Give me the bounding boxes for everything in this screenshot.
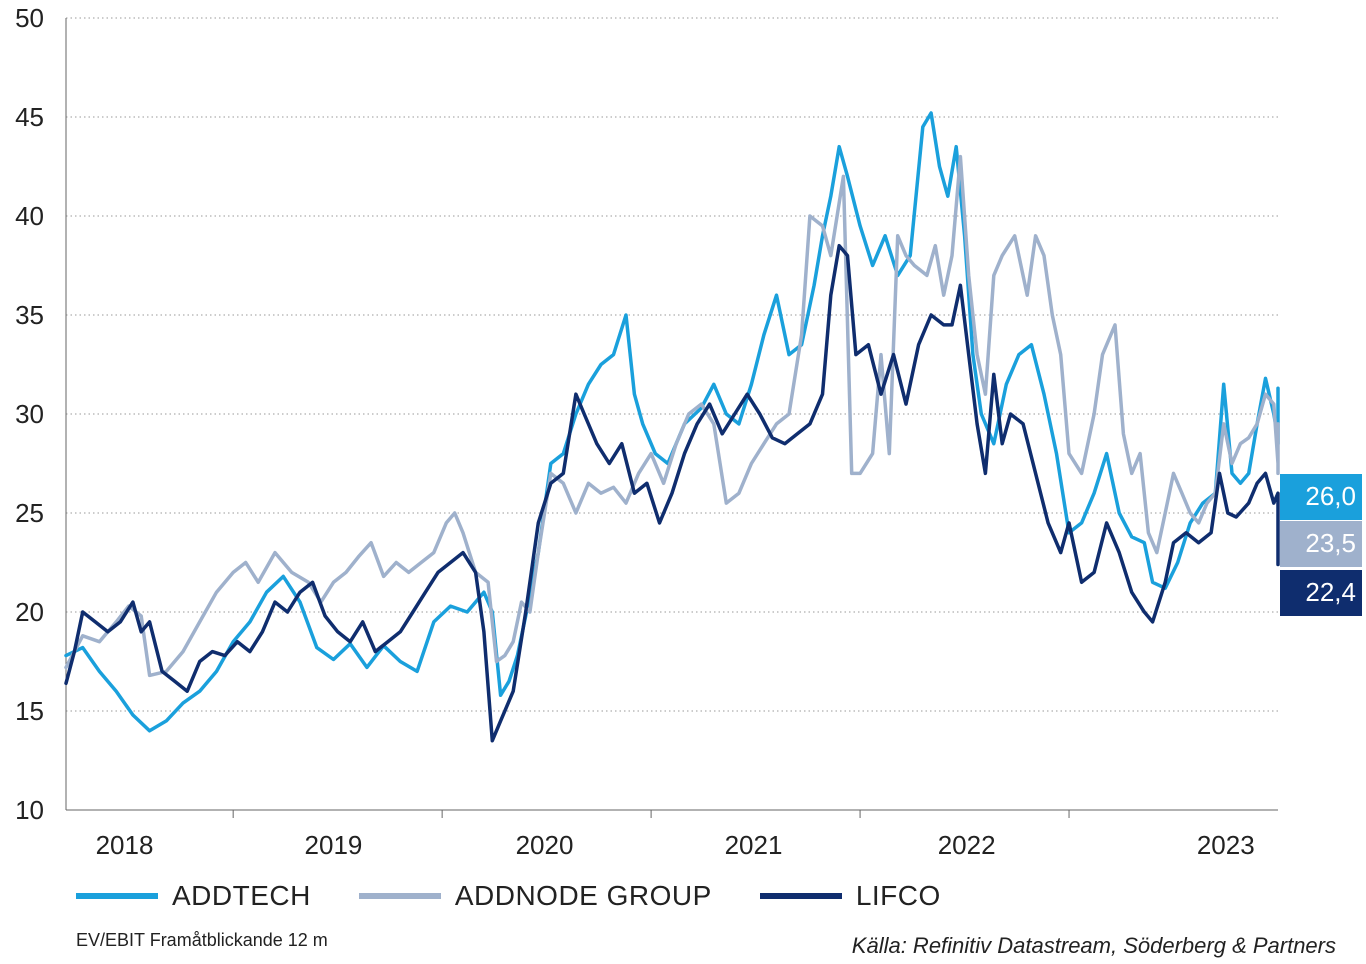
grid-lines <box>66 17 1278 712</box>
x-tick-label: 2020 <box>516 830 574 860</box>
series-line-lifco <box>64 243 1280 743</box>
legend-label-lifco: LIFCO <box>855 880 941 911</box>
end-value-labels: 26,0 23,5 22,4 <box>1280 474 1362 616</box>
y-tick-label: 30 <box>15 399 44 429</box>
end-label-value: 23,5 <box>1305 528 1356 558</box>
axes <box>65 18 1278 818</box>
x-axis-ticks: 2018 2019 2020 2021 2022 2023 <box>96 830 1255 860</box>
y-tick-label: 10 <box>15 795 44 825</box>
source-note: Källa: Refinitiv Datastream, Söderberg &… <box>851 933 1336 958</box>
end-label-value: 26,0 <box>1305 481 1356 511</box>
legend-swatch-addtech <box>76 893 158 899</box>
y-tick-label: 25 <box>15 498 44 528</box>
y-axis-ticks: 10 15 20 25 30 35 40 45 50 <box>15 3 44 825</box>
end-label-value: 22,4 <box>1305 577 1356 607</box>
y-tick-label: 50 <box>15 3 44 33</box>
series-line-addnode-group <box>64 154 1280 678</box>
legend-item-lifco: LIFCO <box>759 880 941 912</box>
end-label-box <box>1280 474 1362 520</box>
y-tick-label: 35 <box>15 300 44 330</box>
series-lines <box>64 111 1280 743</box>
x-tick-label: 2022 <box>938 830 996 860</box>
legend-item-addnode: ADDNODE GROUP <box>358 880 712 912</box>
legend: ADDTECH ADDNODE GROUP LIFCO <box>76 880 989 912</box>
end-label-box <box>1280 521 1362 567</box>
y-tick-label: 45 <box>15 102 44 132</box>
legend-label-addnode: ADDNODE GROUP <box>454 880 712 911</box>
y-tick-label: 15 <box>15 696 44 726</box>
footnote: EV/EBIT Framåtblickande 12 m <box>76 930 328 950</box>
x-tick-label: 2019 <box>305 830 363 860</box>
legend-label-addtech: ADDTECH <box>172 880 311 911</box>
x-tick-label: 2023 <box>1197 830 1255 860</box>
end-label-box <box>1280 570 1362 616</box>
series-line-addtech <box>64 111 1280 733</box>
x-tick-label: 2018 <box>96 830 154 860</box>
legend-swatch-addnode <box>358 893 441 899</box>
y-tick-label: 40 <box>15 201 44 231</box>
x-tick-label: 2021 <box>725 830 783 860</box>
legend-swatch-lifco <box>759 893 842 899</box>
y-tick-label: 20 <box>15 597 44 627</box>
legend-item-addtech: ADDTECH <box>76 880 311 912</box>
